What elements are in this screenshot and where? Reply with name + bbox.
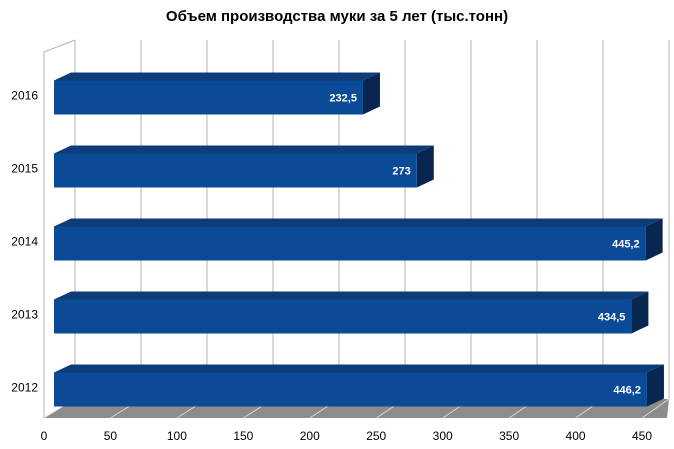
bar-side-face bbox=[362, 72, 380, 115]
bar-group: 434,5 bbox=[54, 291, 649, 334]
bar-value-label: 232,5 bbox=[329, 93, 357, 105]
y-category-label: 2012 bbox=[11, 381, 38, 395]
bar-side-face bbox=[631, 291, 649, 334]
x-tick-label: 450 bbox=[632, 429, 652, 443]
bar bbox=[54, 153, 417, 188]
bar-side-face bbox=[645, 218, 663, 261]
x-tick-label: 150 bbox=[233, 429, 253, 443]
y-category-label: 2016 bbox=[11, 89, 38, 103]
x-tick-label: 300 bbox=[433, 429, 453, 443]
bar bbox=[54, 80, 363, 115]
bar-value-label: 434,5 bbox=[598, 312, 626, 324]
bar-group: 273 bbox=[54, 145, 434, 188]
chart-title: Объем производства муки за 5 лет (тыс.то… bbox=[165, 8, 509, 25]
y-category-label: 2013 bbox=[11, 308, 38, 322]
bar bbox=[54, 299, 632, 334]
bar-top-face bbox=[54, 145, 434, 154]
bar-group: 446,2 bbox=[54, 364, 664, 407]
x-tick-label: 50 bbox=[104, 429, 118, 443]
y-category-label: 2015 bbox=[11, 162, 38, 176]
bar-side-face bbox=[646, 364, 664, 407]
x-tick-label: 250 bbox=[366, 429, 386, 443]
side-wall-top bbox=[43, 39, 76, 53]
x-tick-label: 200 bbox=[300, 429, 320, 443]
bar-group: 445,2 bbox=[54, 218, 663, 261]
bar bbox=[54, 372, 647, 407]
y-category-label: 2014 bbox=[11, 235, 38, 249]
x-tick-label: 350 bbox=[499, 429, 519, 443]
floor-gridline bbox=[641, 398, 670, 419]
x-tick-label: 0 bbox=[41, 429, 48, 443]
bar-side-face bbox=[416, 145, 434, 188]
bar-value-label: 445,2 bbox=[612, 239, 640, 251]
bar-value-label: 273 bbox=[392, 166, 410, 178]
bar-top-face bbox=[54, 72, 380, 81]
bar-value-label: 446,2 bbox=[613, 385, 641, 397]
x-tick-label: 400 bbox=[566, 429, 586, 443]
bar-top-face bbox=[54, 364, 664, 373]
bar bbox=[54, 226, 646, 261]
bar-top-face bbox=[54, 291, 649, 300]
x-tick-label: 100 bbox=[167, 429, 187, 443]
bar-top-face bbox=[54, 218, 663, 227]
bar-group: 232,5 bbox=[54, 72, 380, 115]
